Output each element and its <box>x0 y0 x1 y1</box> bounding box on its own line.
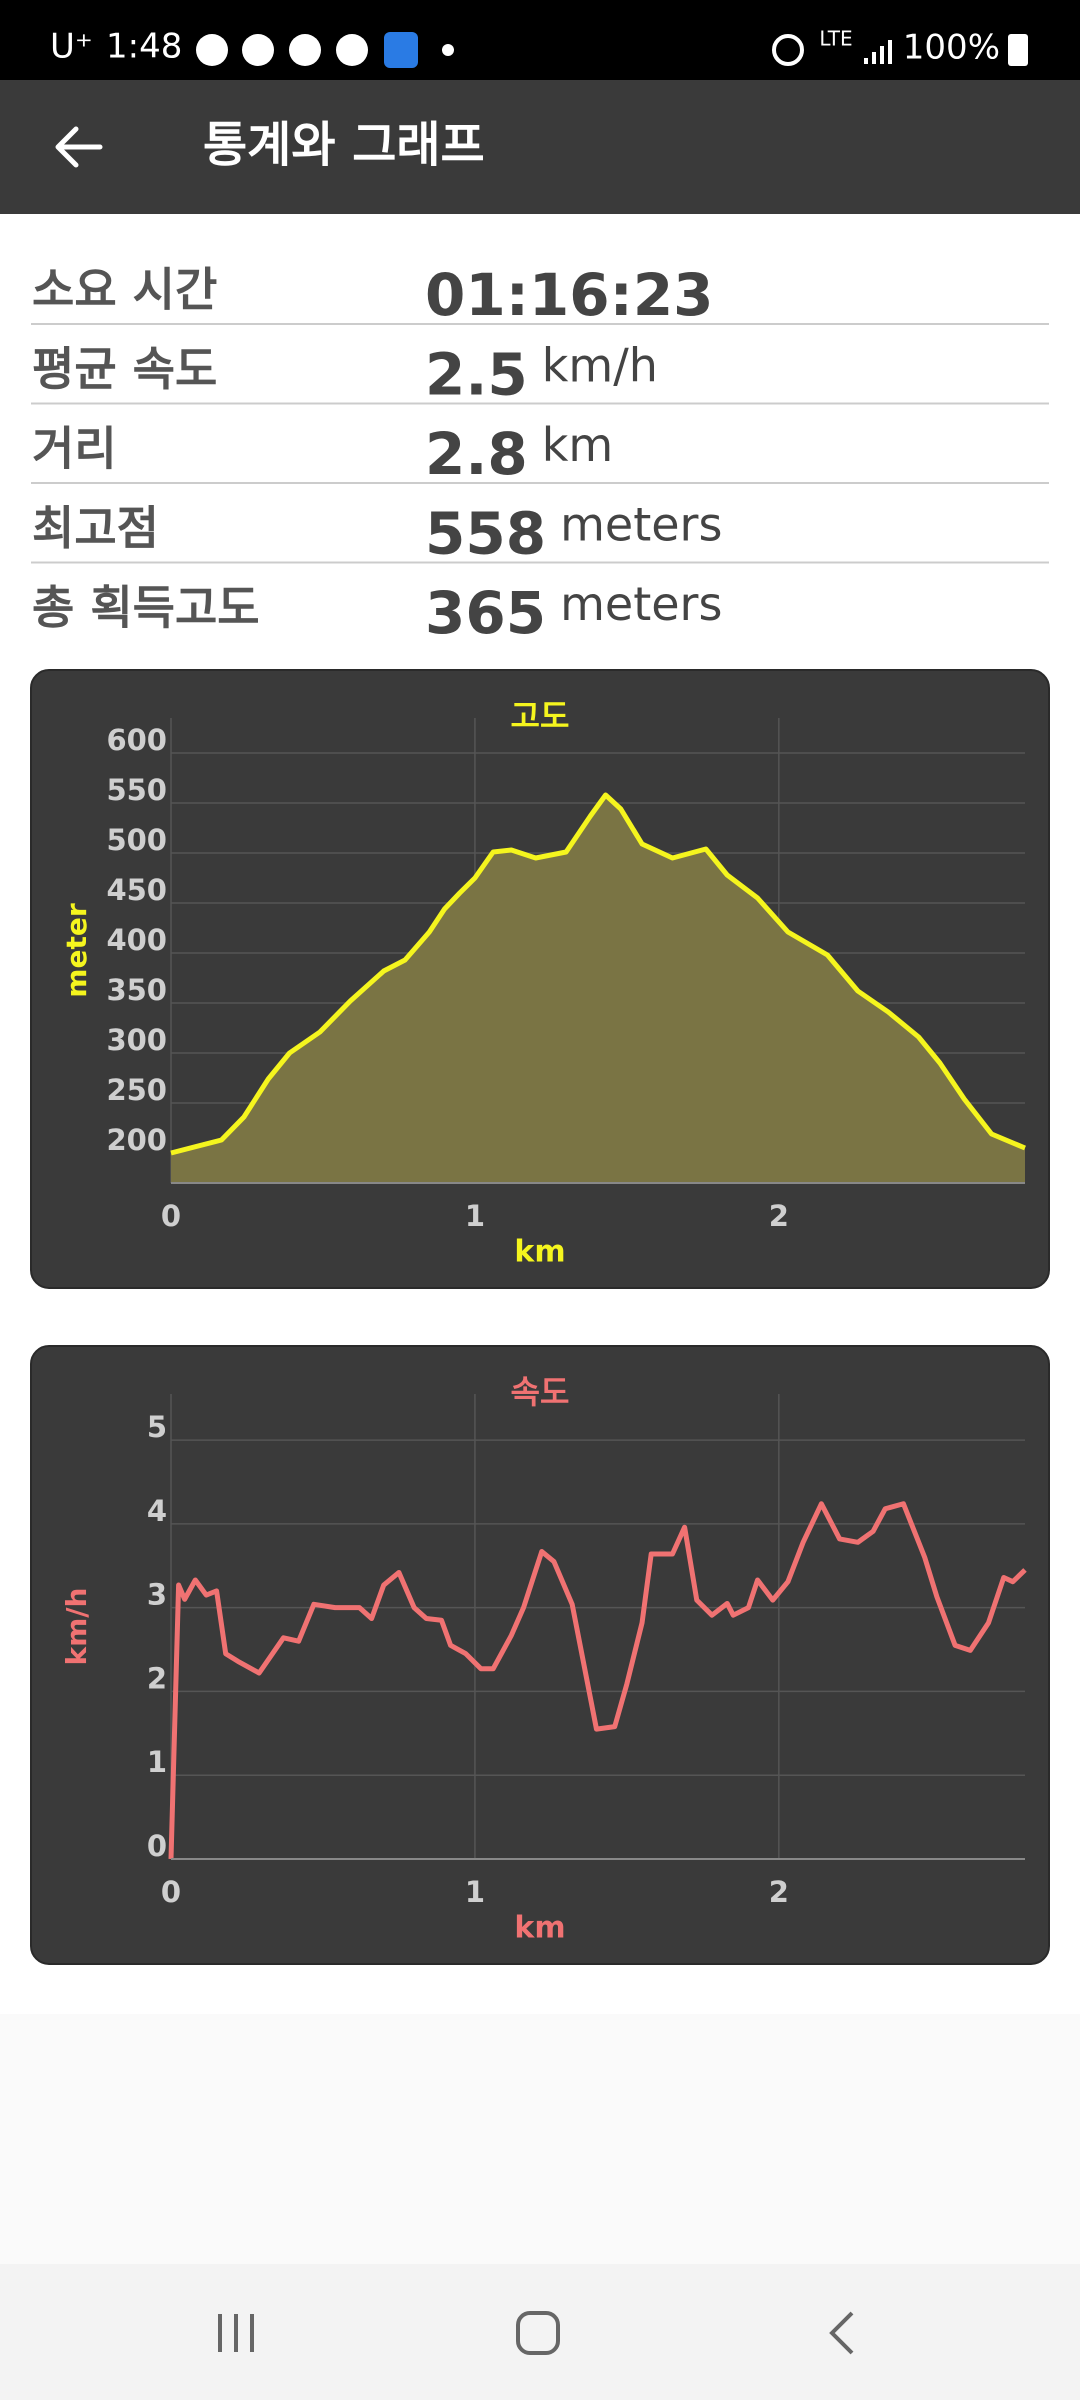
stat-value-line: 2.8 km <box>425 418 613 489</box>
y-tick-label: 0 <box>147 1829 167 1863</box>
chart-title: 고도 <box>511 697 570 735</box>
elevation-area <box>171 795 1025 1183</box>
y-tick-label: 450 <box>106 873 167 907</box>
stat-unit: meters <box>560 577 722 631</box>
status-bar <box>0 0 1080 80</box>
y-tick-label: 250 <box>106 1073 167 1107</box>
stat-label: 거리 <box>32 422 117 476</box>
y-tick-label: 300 <box>106 1023 167 1057</box>
stat-value: 365 <box>425 579 546 647</box>
y-tick-label: 500 <box>106 823 167 857</box>
battery-level: 100% <box>903 28 1000 68</box>
stat-value-line: 365 meters <box>425 577 722 648</box>
x-tick-label: 2 <box>769 1199 789 1233</box>
y-tick-label: 350 <box>106 973 167 1007</box>
notification-icon <box>384 32 418 68</box>
stat-value: 2.8 <box>425 420 528 488</box>
app-title: 통계와 그래프 <box>203 117 485 173</box>
x-tick-label: 0 <box>161 1199 181 1233</box>
stat-value-line: 558 meters <box>425 497 722 568</box>
stat-label: 총 획득고도 <box>32 581 260 635</box>
notification-icon <box>242 34 274 66</box>
chart-card <box>30 1345 1050 1965</box>
app-bar <box>0 80 1080 214</box>
y-tick-label: 4 <box>147 1494 167 1528</box>
x-axis-label: km <box>514 1911 565 1946</box>
x-axis-label: km <box>514 1235 565 1270</box>
recent-apps-button[interactable] <box>218 2314 254 2352</box>
y-tick-label: 550 <box>106 773 167 807</box>
alarm-icon <box>772 34 804 66</box>
y-tick-label: 1 <box>147 1745 167 1779</box>
stat-label: 최고점 <box>32 501 159 555</box>
y-tick-label: 200 <box>106 1123 167 1157</box>
stat-unit: meters <box>560 497 722 551</box>
stat-value: 2.5 <box>425 341 528 409</box>
data-line <box>168 1501 1027 1860</box>
y-tick-label: 2 <box>147 1661 167 1695</box>
y-tick-label: 600 <box>106 723 167 757</box>
y-tick-label: 400 <box>106 923 167 957</box>
back-button[interactable] <box>55 126 103 168</box>
notification-icon <box>196 34 228 66</box>
stat-label: 평균 속도 <box>32 342 217 396</box>
stat-value: 01:16:23 <box>425 261 714 329</box>
chart-title: 속도 <box>511 1373 570 1411</box>
clock: 1:48 <box>106 27 182 67</box>
network-type: LTE <box>819 27 852 51</box>
stat-label: 소요 시간 <box>32 263 217 317</box>
stat-unit: km/h <box>542 338 658 392</box>
stats-table: 소요 시간 01:16:23 평균 속도 2.5 km/h 거리 2.8 km 최고점 558 me… <box>31 261 1049 647</box>
signal-icon <box>864 40 892 64</box>
chart: 200 250 300 350 400 450 500 550 600 0 1 2 고도 km meter <box>30 669 1050 1289</box>
y-axis-label: km/h <box>60 1588 93 1666</box>
y-tick-label: 5 <box>147 1410 167 1444</box>
x-tick-label: 1 <box>465 1199 485 1233</box>
y-tick-label: 3 <box>147 1578 167 1612</box>
notification-icon <box>336 34 368 66</box>
x-tick-label: 0 <box>161 1875 181 1909</box>
battery-icon <box>1008 34 1028 66</box>
notification-icon <box>289 34 321 66</box>
stat-value-line: 2.5 km/h <box>425 338 658 409</box>
navigation-bar <box>0 2264 1080 2400</box>
x-tick-label: 1 <box>465 1875 485 1909</box>
stat-value-line: 01:16:23 <box>425 261 714 329</box>
chart: 0 1 2 3 4 5 0 1 2 속도 km km/h <box>30 1345 1050 1965</box>
more-notifications <box>442 44 454 56</box>
stat-value: 558 <box>425 500 546 568</box>
y-axis-label: meter <box>60 903 93 998</box>
carrier: U⁺ <box>50 27 93 67</box>
home-button[interactable] <box>516 2311 560 2355</box>
data-line <box>170 792 1026 1156</box>
stat-unit: km <box>542 418 613 472</box>
nav-back-button[interactable] <box>829 2311 854 2355</box>
x-tick-label: 2 <box>769 1875 789 1909</box>
